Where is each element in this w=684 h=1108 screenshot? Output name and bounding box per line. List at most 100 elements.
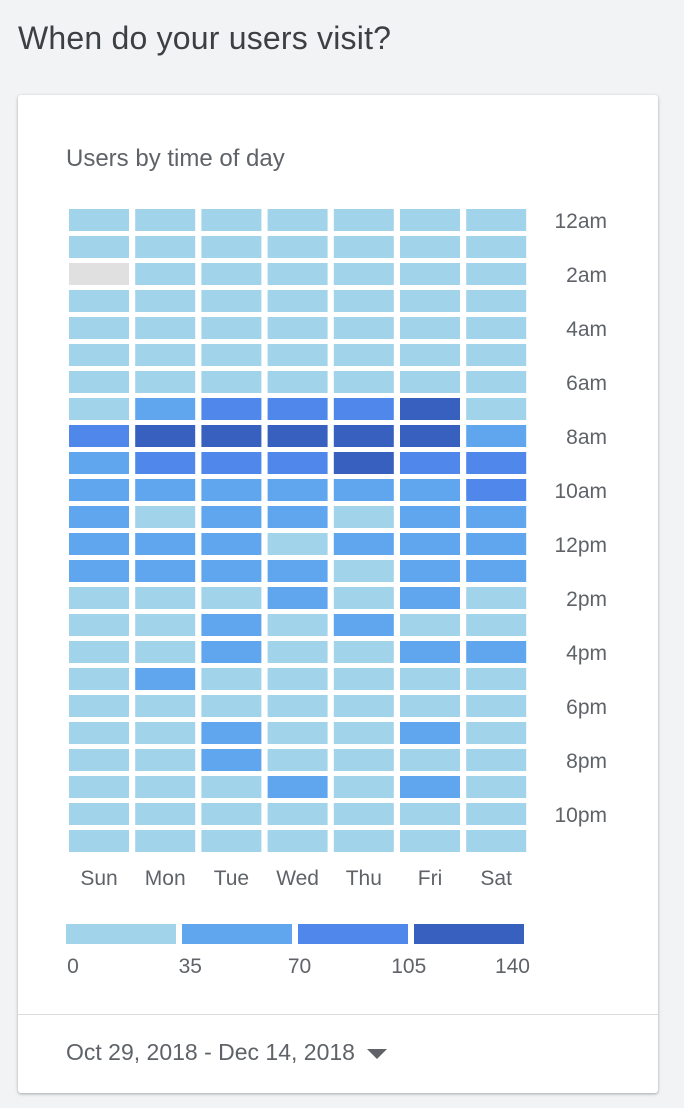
heatmap-cell bbox=[400, 452, 460, 474]
heatmap-cell bbox=[135, 695, 196, 717]
legend-tick-label: 0 bbox=[67, 955, 79, 978]
heatmap-cell bbox=[201, 479, 262, 501]
heatmap-cell bbox=[466, 371, 527, 393]
heatmap-cell bbox=[201, 344, 262, 366]
heatmap-cell bbox=[400, 587, 460, 609]
heatmap-cell bbox=[201, 371, 262, 393]
heatmap-cell bbox=[69, 533, 129, 555]
heatmap-cell bbox=[466, 236, 527, 258]
heatmap-cell bbox=[69, 749, 129, 771]
heatmap-cell bbox=[201, 506, 262, 528]
heatmap-cell bbox=[267, 236, 328, 258]
heatmap-cell bbox=[267, 317, 328, 339]
heatmap-cell bbox=[333, 776, 394, 798]
heatmap-cell bbox=[201, 722, 262, 744]
heatmap-cell bbox=[267, 506, 328, 528]
heatmap-cell bbox=[267, 425, 328, 447]
heatmap-cell bbox=[333, 668, 394, 690]
heatmap-cell bbox=[69, 830, 129, 852]
heatmap-cell bbox=[135, 587, 196, 609]
legend-swatch bbox=[414, 924, 524, 944]
heatmap-cell bbox=[333, 560, 394, 582]
day-tick-label: Tue bbox=[214, 867, 249, 890]
chevron-down-icon[interactable] bbox=[366, 1049, 387, 1059]
heatmap-cell bbox=[201, 317, 262, 339]
heatmap-cell bbox=[135, 479, 196, 501]
heatmap-cell bbox=[333, 506, 394, 528]
heatmap-cell bbox=[267, 668, 328, 690]
heatmap-cell bbox=[135, 776, 196, 798]
users-by-time-card: Users by time of day 12am 2am 4am 6am 8am 10a… bbox=[18, 95, 658, 1093]
heatmap-cell bbox=[135, 722, 196, 744]
heatmap-cell bbox=[267, 209, 328, 231]
heatmap-cell bbox=[267, 587, 328, 609]
heatmap-cell bbox=[333, 749, 394, 771]
hour-tick-label: 12am bbox=[554, 210, 607, 233]
hour-tick-label: 6pm bbox=[566, 696, 607, 719]
heatmap-cell bbox=[400, 290, 460, 312]
heatmap-cell bbox=[69, 668, 129, 690]
heatmap-cell bbox=[466, 830, 527, 852]
legend-tick-label: 140 bbox=[495, 955, 530, 978]
heatmap-cell bbox=[201, 263, 262, 285]
heatmap-cell bbox=[135, 533, 196, 555]
date-range-selector[interactable]: Oct 29, 2018 - Dec 14, 2018 bbox=[66, 1039, 387, 1066]
heatmap-cell bbox=[135, 560, 196, 582]
heatmap-cell bbox=[201, 776, 262, 798]
heatmap-cell bbox=[466, 452, 527, 474]
hour-tick-label: 8pm bbox=[566, 750, 607, 773]
heatmap-cell bbox=[466, 290, 527, 312]
heatmap-cell bbox=[400, 209, 460, 231]
hour-tick-label: 2am bbox=[566, 264, 607, 287]
heatmap-cell bbox=[400, 317, 460, 339]
heatmap-cell bbox=[201, 209, 262, 231]
heatmap-cell bbox=[201, 830, 262, 852]
heatmap-cell bbox=[400, 398, 460, 420]
hour-tick-label: 10am bbox=[554, 480, 607, 503]
heatmap-cell bbox=[466, 425, 527, 447]
heatmap-cell bbox=[201, 749, 262, 771]
heatmap-cell bbox=[201, 452, 262, 474]
heatmap-cell bbox=[267, 776, 328, 798]
heatmap-cell bbox=[201, 533, 262, 555]
heatmap-cell bbox=[267, 722, 328, 744]
heatmap-cell bbox=[466, 587, 527, 609]
date-range-label: Oct 29, 2018 - Dec 14, 2018 bbox=[66, 1039, 355, 1065]
hour-tick-label: 4pm bbox=[566, 642, 607, 665]
heatmap-cell bbox=[333, 803, 394, 825]
legend-swatch bbox=[298, 924, 408, 944]
heatmap-cell bbox=[466, 209, 527, 231]
hour-tick-label: 4am bbox=[566, 318, 607, 341]
heatmap-cell bbox=[267, 695, 328, 717]
heatmap-cell bbox=[400, 263, 460, 285]
heatmap-cell bbox=[69, 695, 129, 717]
heatmap-cell bbox=[466, 614, 527, 636]
heatmap-cell bbox=[333, 614, 394, 636]
heatmap-cell bbox=[400, 371, 460, 393]
heatmap-cell bbox=[201, 803, 262, 825]
heatmap-cell bbox=[135, 398, 196, 420]
heatmap-cell bbox=[267, 830, 328, 852]
heatmap-cell bbox=[466, 641, 527, 663]
heatmap-cell bbox=[69, 290, 129, 312]
heatmap-cell bbox=[400, 668, 460, 690]
heatmap-cell bbox=[466, 560, 527, 582]
heatmap-cell bbox=[135, 371, 196, 393]
heatmap-cell bbox=[466, 533, 527, 555]
heatmap-cell bbox=[201, 641, 262, 663]
hour-tick-label: 6am bbox=[566, 372, 607, 395]
heatmap-cell bbox=[69, 452, 129, 474]
heatmap-cell bbox=[69, 722, 129, 744]
heatmap-cell bbox=[135, 830, 196, 852]
heatmap-cell bbox=[466, 479, 527, 501]
heatmap-cell bbox=[267, 614, 328, 636]
heatmap-cell bbox=[333, 452, 394, 474]
heatmap-cell bbox=[400, 776, 460, 798]
heatmap-cell bbox=[400, 479, 460, 501]
heatmap-cell bbox=[201, 398, 262, 420]
heatmap-chart: 12am 2am 4am 6am 8am 10am 12pm 2pm 4pm 6pm 8pm 10pm… bbox=[66, 209, 607, 978]
heatmap-cell bbox=[400, 695, 460, 717]
heatmap-cell bbox=[69, 641, 129, 663]
heatmap-cell bbox=[135, 290, 196, 312]
heatmap-cell bbox=[466, 344, 527, 366]
